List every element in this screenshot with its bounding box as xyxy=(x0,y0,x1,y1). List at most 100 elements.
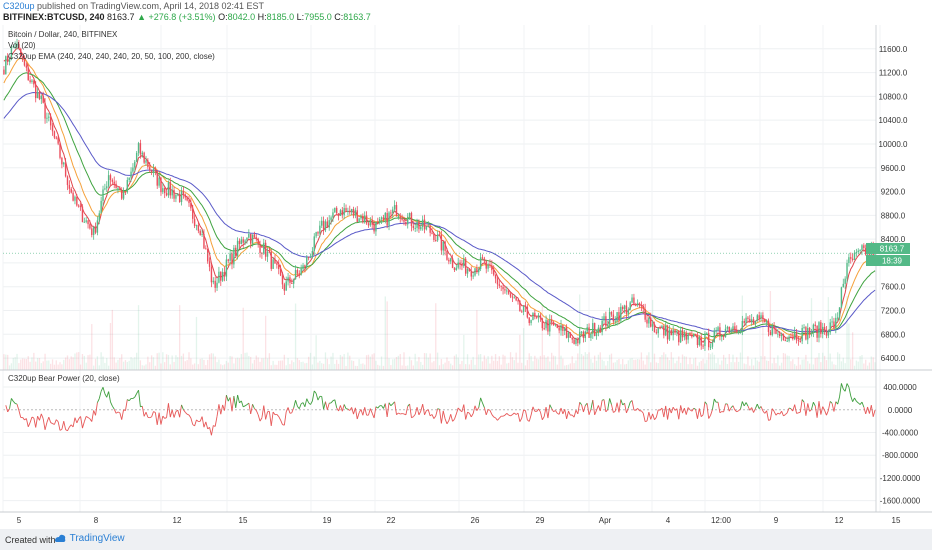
volume-bar xyxy=(405,365,407,370)
volume-bar xyxy=(599,352,601,370)
volume-bar xyxy=(225,360,228,370)
candle-body xyxy=(550,319,553,322)
candle-body xyxy=(734,326,736,330)
volume-bar xyxy=(851,332,854,370)
bear-power-segment xyxy=(620,399,624,406)
volume-bar xyxy=(737,361,740,370)
volume-bar xyxy=(96,356,99,370)
candle-body xyxy=(44,102,46,119)
candle-body xyxy=(270,252,272,269)
bear-power-segment xyxy=(512,412,515,415)
volume-bar xyxy=(792,359,794,370)
volume-bar xyxy=(760,356,762,370)
candle-body xyxy=(59,143,61,158)
volume-bar xyxy=(122,361,125,370)
candle-body xyxy=(483,258,486,262)
candle-body xyxy=(814,324,816,327)
bear-power-segment xyxy=(302,402,306,407)
volume-bar xyxy=(322,363,325,370)
author-link[interactable]: C320up xyxy=(3,1,35,11)
volume-bar xyxy=(124,360,127,370)
volume-bar xyxy=(543,355,545,370)
candle-body xyxy=(760,315,762,319)
volume-bar xyxy=(119,358,121,370)
volume-bar xyxy=(612,362,615,370)
candle-body xyxy=(565,327,568,338)
volume-bar xyxy=(526,360,529,370)
candle-body xyxy=(519,300,521,312)
candle-body xyxy=(749,318,751,323)
candle-body xyxy=(607,324,609,327)
bear-power-segment xyxy=(11,398,14,402)
tradingview-logo[interactable]: TradingView xyxy=(53,533,125,544)
volume-bar xyxy=(719,364,721,370)
candle-body xyxy=(156,170,158,186)
volume-bar xyxy=(354,365,357,370)
candle-body xyxy=(694,333,697,335)
bear-power-segment xyxy=(812,401,816,407)
volume-bar xyxy=(519,334,521,370)
candle-body xyxy=(752,319,755,325)
price-change: ▲ +276.8 (+3.51%) xyxy=(137,12,216,22)
candle-body xyxy=(410,212,413,227)
volume-bar xyxy=(734,362,736,370)
candle-body xyxy=(717,327,719,331)
volume-bar xyxy=(87,355,89,370)
bear-power-segment xyxy=(590,399,594,410)
candle-body xyxy=(466,269,469,274)
volume-bar xyxy=(483,355,486,370)
candle-body xyxy=(704,333,706,347)
volume-bar xyxy=(694,357,697,370)
bear-power-segment xyxy=(351,407,354,415)
bear-power-segment xyxy=(717,402,721,413)
volume-bar xyxy=(223,364,226,370)
candle-body xyxy=(779,333,781,337)
publish-line: C320up published on TradingView.com, Apr… xyxy=(3,1,264,11)
volume-bar xyxy=(57,364,59,370)
candle-body xyxy=(633,297,635,305)
volume-bar xyxy=(365,355,368,370)
bear-power-segment xyxy=(25,418,29,427)
volume-bar xyxy=(337,363,340,370)
candle-body xyxy=(23,59,26,66)
volume-bar xyxy=(431,362,433,370)
volume-bar xyxy=(859,356,861,370)
bear-power-segment xyxy=(80,416,83,429)
bear-power-segment xyxy=(416,407,420,415)
volume-bar xyxy=(150,355,153,370)
volume-bar xyxy=(511,357,514,370)
bear-power-segment xyxy=(614,402,618,412)
volume-bar xyxy=(636,359,639,370)
bear-power-segment xyxy=(706,404,710,419)
volume-bar xyxy=(117,359,119,370)
volume-bar xyxy=(171,355,173,370)
bear-power-segment xyxy=(280,419,283,425)
volume-bar xyxy=(640,352,643,370)
bear-power-line xyxy=(5,383,876,436)
bear-power-segment xyxy=(250,404,254,415)
candle-body xyxy=(180,190,183,203)
candle-body xyxy=(203,233,205,249)
volume-bar xyxy=(790,361,792,370)
candle-body xyxy=(171,190,173,196)
volume-bar xyxy=(321,363,323,370)
bear-power-segment xyxy=(519,417,523,422)
candle-body xyxy=(851,258,854,260)
candle-body xyxy=(119,188,121,190)
candle-body xyxy=(863,245,865,249)
bear-power-segment xyxy=(641,410,644,414)
volume-bar xyxy=(681,354,684,370)
volume-bar xyxy=(294,303,297,370)
candle-body xyxy=(380,217,383,220)
volume-bar xyxy=(459,364,461,370)
volume-bar xyxy=(300,362,302,370)
bear-power-segment xyxy=(483,407,487,416)
candle-body xyxy=(517,300,519,302)
candle-body xyxy=(721,336,723,338)
volume-bar xyxy=(27,356,29,370)
volume-bar xyxy=(448,361,450,370)
candle-body xyxy=(206,249,209,262)
chart-canvas[interactable]: 11600.0 11200.0 10800.0 10400.0 10000.0 9600.… xyxy=(0,0,932,529)
volume-bar xyxy=(607,361,609,370)
bear-power-segment xyxy=(276,414,280,417)
